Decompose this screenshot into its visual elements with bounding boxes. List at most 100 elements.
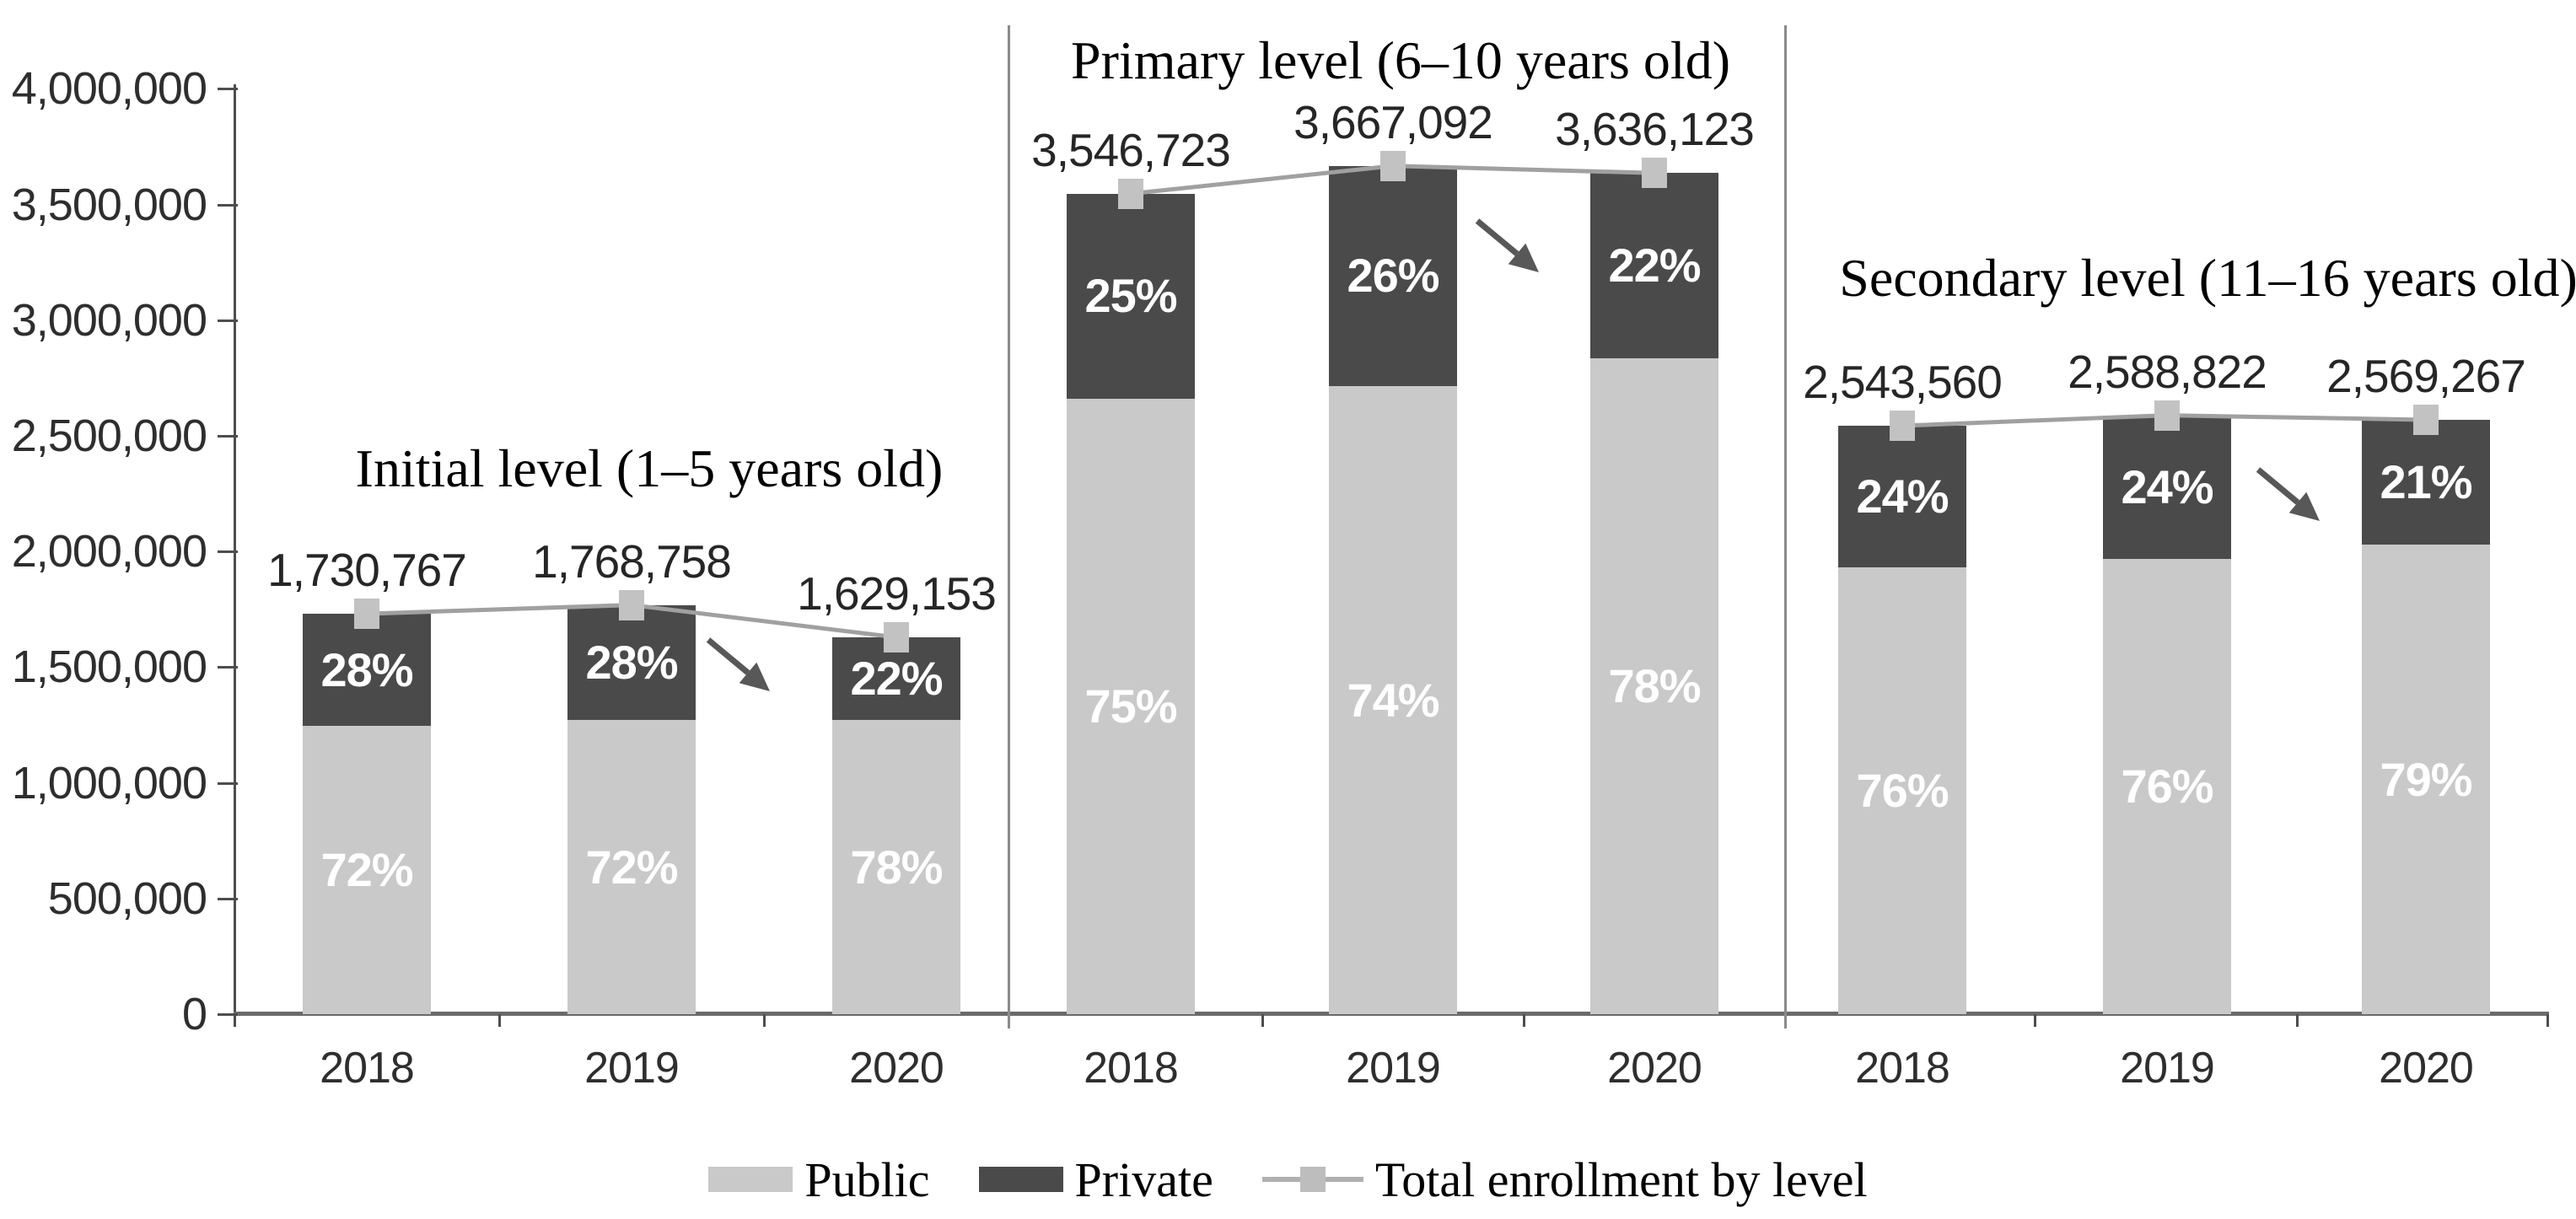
legend-item-total-line: Total enrollment by level [1261, 1152, 1868, 1208]
y-tick-label: 1,500,000 [11, 642, 207, 693]
total-line-marker-icon [884, 621, 909, 652]
y-tick-mark [218, 319, 238, 322]
private-percent-label: 22% [850, 651, 943, 705]
x-tick-mark [2546, 1014, 2549, 1027]
total-line-marker-icon [1642, 158, 1667, 189]
bar-segment-private [1838, 426, 1966, 567]
total-value-label: 1,768,758 [532, 534, 732, 588]
public-percent-label: 79% [2380, 752, 2472, 806]
y-tick-label: 500,000 [47, 873, 207, 924]
group-title-initial: Initial level (1–5 years old) [355, 438, 944, 498]
y-tick-mark [218, 435, 238, 438]
x-tick-mark [234, 1014, 236, 1027]
legend-label-private: Private [1074, 1152, 1213, 1207]
y-tick-label: 0 [181, 989, 207, 1039]
private-percent-label: 28% [585, 635, 678, 689]
legend-label-total: Total enrollment by level [1374, 1152, 1868, 1207]
private-swatch-icon [978, 1167, 1063, 1192]
total-line-marker-icon [2413, 404, 2439, 435]
group-title-secondary: Secondary level (11–16 years old) [1839, 248, 2576, 308]
y-tick-label: 4,000,000 [11, 63, 207, 115]
total-value-label: 2,569,267 [2326, 349, 2526, 402]
total-value-label: 2,588,822 [2068, 345, 2267, 398]
x-tick-mark [2034, 1014, 2036, 1027]
private-percent-label: 22% [1608, 239, 1701, 293]
x-tick-mark [1261, 1014, 1264, 1027]
bar-segment-public [832, 720, 960, 1014]
bar-segment-public [1067, 399, 1195, 1014]
private-percent-label: 26% [1347, 249, 1439, 303]
x-category-label: 2020 [2379, 1044, 2474, 1093]
trend-arrow-head-icon [2288, 491, 2320, 521]
total-line-marker-icon [1118, 178, 1143, 209]
public-percent-label: 75% [1084, 679, 1177, 733]
x-category-label: 2018 [1855, 1044, 1950, 1093]
legend-label-public: Public [804, 1152, 930, 1207]
x-category-label: 2019 [2120, 1044, 2215, 1093]
y-tick-mark [218, 666, 238, 669]
total-line-marker-icon [1890, 411, 1915, 442]
bar-segment-public [1329, 386, 1457, 1014]
x-tick-mark [2295, 1014, 2299, 1027]
private-percent-label: 24% [1856, 470, 1949, 524]
x-category-label: 2019 [584, 1044, 680, 1093]
legend-item-private: Private [978, 1152, 1213, 1208]
private-percent-label: 24% [2121, 459, 2213, 513]
x-category-label: 2020 [849, 1044, 944, 1093]
y-tick-mark [218, 550, 238, 554]
trend-arrow-shaft [2256, 467, 2300, 505]
public-percent-label: 76% [1856, 764, 1949, 817]
total-value-label: 3,636,123 [1555, 103, 1755, 156]
x-tick-mark [498, 1014, 501, 1027]
y-tick-label: 2,500,000 [11, 411, 207, 461]
trend-arrow-head-icon [739, 662, 770, 691]
legend: Public Private Total enrollment by level [0, 1152, 2576, 1208]
y-tick-label: 3,500,000 [11, 179, 207, 230]
y-tick-mark [218, 781, 238, 785]
bar-segment-private [1329, 165, 1457, 386]
x-category-label: 2018 [1084, 1044, 1179, 1093]
total-line-marker-icon [2154, 400, 2180, 431]
line-marker-icon [1261, 1164, 1363, 1195]
y-tick-label: 1,000,000 [11, 757, 207, 808]
private-percent-label: 25% [1084, 269, 1177, 323]
x-category-label: 2020 [1607, 1044, 1702, 1093]
public-percent-label: 78% [850, 840, 943, 894]
y-tick-mark [218, 203, 238, 207]
bar-segment-public [303, 726, 431, 1014]
y-tick-mark [218, 88, 238, 91]
bar-segment-public [1590, 358, 1718, 1014]
y-tick-mark [218, 1013, 238, 1016]
x-category-label: 2018 [320, 1044, 415, 1093]
y-axis-line [234, 84, 236, 1016]
bar-segment-public [1838, 567, 1966, 1014]
y-tick-mark [218, 897, 238, 900]
x-tick-mark [763, 1014, 766, 1027]
y-tick-label: 2,000,000 [11, 526, 207, 577]
group-divider-1 [1008, 25, 1010, 1028]
public-percent-label: 72% [320, 843, 413, 896]
bar-segment-public [567, 720, 696, 1014]
bar-segment-private [2103, 415, 2231, 559]
legend-item-public: Public [708, 1152, 930, 1208]
bar-segment-private [1590, 173, 1718, 358]
trend-arrow-shaft [1475, 218, 1519, 256]
total-line-marker-icon [354, 599, 379, 630]
public-swatch-icon [708, 1167, 793, 1192]
total-value-label: 1,730,767 [267, 544, 467, 597]
group-divider-2 [1784, 25, 1787, 1028]
group-title-primary: Primary level (6–10 years old) [1071, 30, 1730, 90]
total-value-label: 2,543,560 [1803, 356, 2003, 409]
public-percent-label: 78% [1608, 659, 1701, 712]
total-value-label: 3,546,723 [1031, 123, 1231, 176]
y-tick-label: 3,000,000 [11, 294, 207, 346]
public-percent-label: 74% [1347, 673, 1439, 727]
total-value-label: 1,629,153 [797, 567, 997, 620]
total-value-label: 3,667,092 [1293, 95, 1493, 148]
public-percent-label: 72% [585, 840, 678, 894]
x-category-label: 2019 [1346, 1044, 1441, 1093]
trend-arrow-head-icon [1508, 243, 1539, 272]
private-percent-label: 28% [320, 642, 413, 696]
total-line-marker-icon [1380, 150, 1406, 181]
